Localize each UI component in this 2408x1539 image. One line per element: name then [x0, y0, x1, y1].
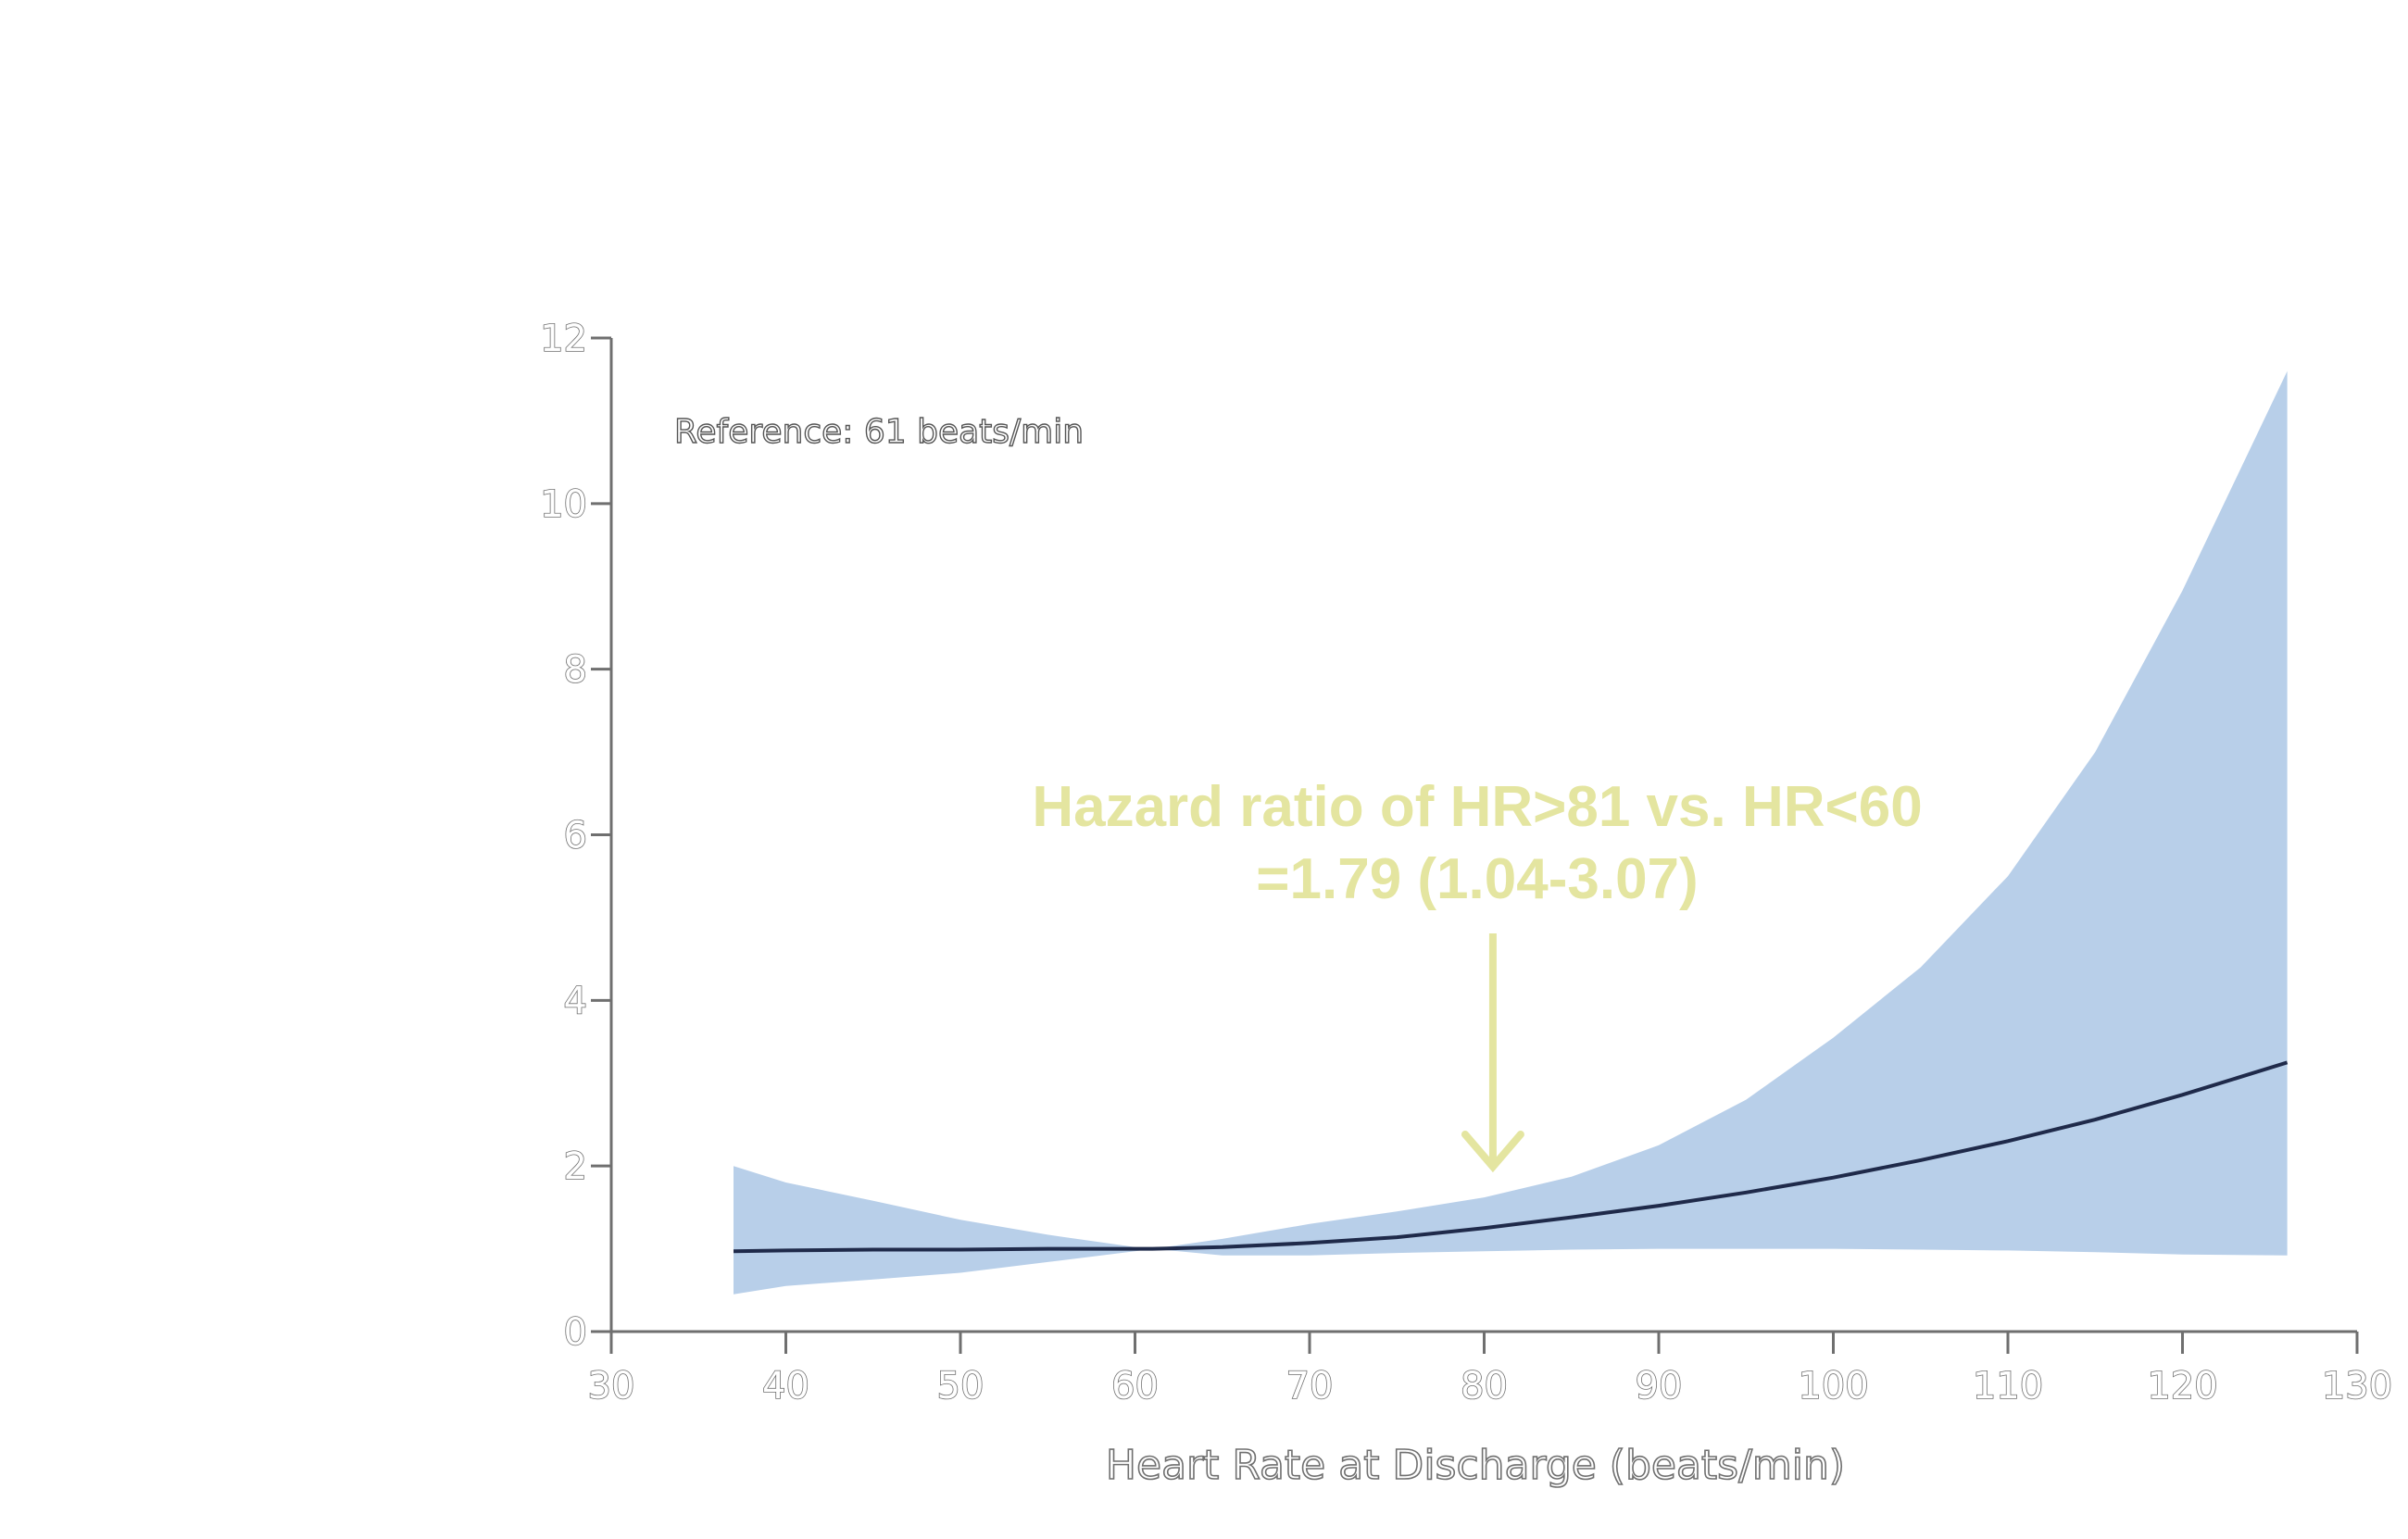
annotation: Hazard ratio of HR>81 vs. HR<60 =1.79 (1…: [1032, 775, 1923, 1173]
y-ticks: 0 2 4 6 8 10 12: [539, 317, 611, 1355]
x-tick-label: 30: [588, 1365, 635, 1408]
x-tick-label: 120: [2147, 1365, 2217, 1408]
reference-note: Reference: 61 beats/min: [674, 413, 1084, 451]
confidence-band: [734, 370, 2288, 1295]
x-tick-label: 80: [1461, 1365, 1508, 1408]
x-tick-label: 70: [1286, 1365, 1334, 1408]
y-tick-label: 10: [540, 483, 587, 526]
y-tick-label: 0: [564, 1311, 587, 1354]
x-tick-label: 50: [937, 1365, 985, 1408]
x-tick-label: 90: [1636, 1365, 1683, 1408]
x-axis-title: Heart Rate at Discharge (beats/min): [1106, 1442, 1845, 1489]
plot-area: [733, 370, 2289, 1295]
annotation-line-1: Hazard ratio of HR>81 vs. HR<60: [1032, 775, 1922, 839]
x-tick-label: 60: [1111, 1365, 1159, 1408]
hazard-ratio-line: [733, 1060, 2289, 1254]
y-tick-label: 8: [564, 649, 587, 692]
x-tick-label: 100: [1798, 1365, 1868, 1408]
axes: 0 2 4 6 8 10 12 30 40 50 60 70 80 90 100 110 120 130: [539, 317, 2393, 1408]
x-tick-label: 130: [2322, 1365, 2392, 1408]
y-tick-label: 4: [564, 980, 587, 1022]
y-tick-label: 2: [564, 1145, 587, 1188]
x-tick-label: 40: [762, 1365, 809, 1408]
x-ticks: 30 40 50 60 70 80 90 100 110 120 130: [587, 1332, 2393, 1408]
annotation-arrow-head: [1461, 1131, 1524, 1173]
y-tick-label: 12: [540, 318, 587, 360]
x-tick-label: 110: [1973, 1365, 2043, 1408]
annotation-line-2: =1.79 (1.04-3.07): [1256, 847, 1698, 911]
y-tick-label: 6: [564, 815, 587, 857]
